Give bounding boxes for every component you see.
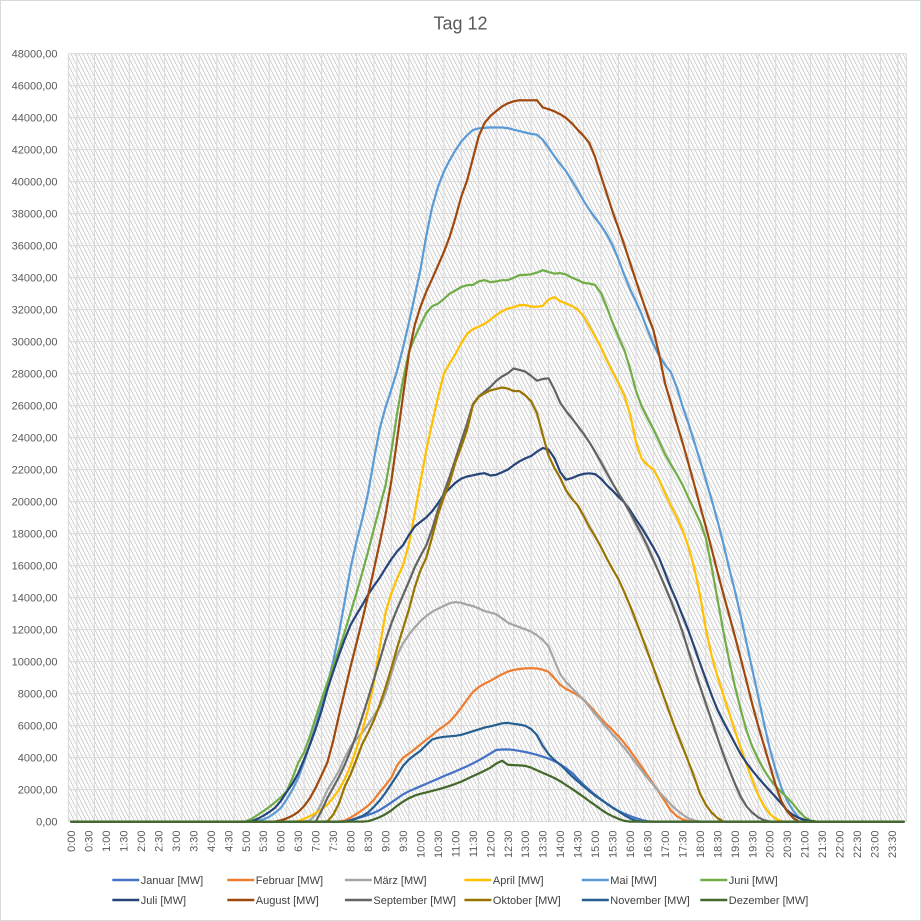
svg-text:6:30: 6:30 xyxy=(293,831,305,852)
svg-text:3:00: 3:00 xyxy=(171,831,183,852)
svg-text:21:00: 21:00 xyxy=(800,831,812,859)
svg-text:22:00: 22:00 xyxy=(835,831,847,859)
svg-text:22:30: 22:30 xyxy=(852,831,864,859)
svg-text:13:30: 13:30 xyxy=(538,831,550,859)
svg-text:10000,00: 10000,00 xyxy=(12,657,58,669)
svg-text:8:30: 8:30 xyxy=(363,831,375,852)
svg-text:14:00: 14:00 xyxy=(555,831,567,859)
svg-text:20:00: 20:00 xyxy=(765,831,777,859)
svg-text:21:30: 21:30 xyxy=(817,831,829,859)
svg-text:12:00: 12:00 xyxy=(485,831,497,859)
svg-text:Januar [MW]: Januar [MW] xyxy=(141,875,203,887)
svg-text:20000,00: 20000,00 xyxy=(12,497,58,509)
svg-text:18:00: 18:00 xyxy=(695,831,707,859)
svg-text:8:00: 8:00 xyxy=(346,831,358,852)
svg-text:11:30: 11:30 xyxy=(468,831,480,858)
svg-text:46000,00: 46000,00 xyxy=(12,81,58,93)
svg-text:8000,00: 8000,00 xyxy=(18,689,58,701)
svg-text:15:00: 15:00 xyxy=(590,831,602,859)
svg-text:16000,00: 16000,00 xyxy=(12,561,58,573)
svg-text:23:00: 23:00 xyxy=(870,831,882,859)
svg-text:18:30: 18:30 xyxy=(712,831,724,859)
svg-text:19:30: 19:30 xyxy=(747,831,759,859)
svg-text:1:30: 1:30 xyxy=(119,831,131,852)
svg-text:10:00: 10:00 xyxy=(415,831,427,859)
svg-text:Mai [MW]: Mai [MW] xyxy=(610,875,656,887)
svg-text:12:30: 12:30 xyxy=(503,831,515,859)
svg-text:9:30: 9:30 xyxy=(398,831,410,852)
svg-text:30000,00: 30000,00 xyxy=(12,337,58,349)
svg-text:26000,00: 26000,00 xyxy=(12,401,58,413)
svg-text:7:00: 7:00 xyxy=(311,831,323,852)
svg-text:34000,00: 34000,00 xyxy=(12,273,58,285)
svg-text:August [MW]: August [MW] xyxy=(256,895,319,907)
svg-text:2:30: 2:30 xyxy=(153,831,165,852)
svg-text:15:30: 15:30 xyxy=(608,831,620,859)
svg-text:6000,00: 6000,00 xyxy=(18,721,58,733)
svg-text:1:00: 1:00 xyxy=(101,831,113,852)
svg-text:4:00: 4:00 xyxy=(206,831,218,852)
svg-text:7:30: 7:30 xyxy=(328,831,340,852)
svg-text:11:00: 11:00 xyxy=(450,831,462,858)
svg-text:3:30: 3:30 xyxy=(188,831,200,852)
svg-text:48000,00: 48000,00 xyxy=(12,49,58,61)
svg-text:6:00: 6:00 xyxy=(276,831,288,852)
svg-text:4000,00: 4000,00 xyxy=(18,753,58,765)
svg-text:4:30: 4:30 xyxy=(223,831,235,852)
svg-text:April [MW]: April [MW] xyxy=(493,875,544,887)
svg-text:16:00: 16:00 xyxy=(625,831,637,859)
svg-text:10:30: 10:30 xyxy=(433,831,445,859)
svg-text:0:00: 0:00 xyxy=(66,831,78,852)
svg-text:16:30: 16:30 xyxy=(643,831,655,859)
svg-text:September [MW]: September [MW] xyxy=(373,895,456,907)
svg-text:Oktober [MW]: Oktober [MW] xyxy=(493,895,561,907)
svg-text:November [MW]: November [MW] xyxy=(610,895,689,907)
svg-text:5:30: 5:30 xyxy=(258,831,270,852)
svg-text:40000,00: 40000,00 xyxy=(12,177,58,189)
svg-text:5:00: 5:00 xyxy=(241,831,253,852)
svg-text:Februar [MW]: Februar [MW] xyxy=(256,875,323,887)
svg-text:0,00: 0,00 xyxy=(36,817,57,829)
svg-text:19:00: 19:00 xyxy=(730,831,742,859)
svg-text:22000,00: 22000,00 xyxy=(12,465,58,477)
svg-text:32000,00: 32000,00 xyxy=(12,305,58,317)
svg-text:13:00: 13:00 xyxy=(520,831,532,859)
svg-text:Dezember [MW]: Dezember [MW] xyxy=(729,895,808,907)
svg-text:38000,00: 38000,00 xyxy=(12,209,58,221)
svg-text:23:30: 23:30 xyxy=(887,831,899,859)
svg-text:9:00: 9:00 xyxy=(381,831,393,852)
svg-text:Juli [MW]: Juli [MW] xyxy=(141,895,186,907)
svg-text:0:30: 0:30 xyxy=(84,831,96,852)
svg-text:18000,00: 18000,00 xyxy=(12,529,58,541)
svg-text:März [MW]: März [MW] xyxy=(373,875,426,887)
svg-text:2000,00: 2000,00 xyxy=(18,785,58,797)
svg-text:20:30: 20:30 xyxy=(782,831,794,859)
svg-text:12000,00: 12000,00 xyxy=(12,625,58,637)
svg-text:36000,00: 36000,00 xyxy=(12,241,58,253)
svg-text:42000,00: 42000,00 xyxy=(12,145,58,157)
svg-text:17:30: 17:30 xyxy=(677,831,689,859)
svg-text:14:30: 14:30 xyxy=(573,831,585,859)
svg-text:17:00: 17:00 xyxy=(660,831,672,859)
svg-text:2:00: 2:00 xyxy=(136,831,148,852)
svg-text:44000,00: 44000,00 xyxy=(12,113,58,125)
svg-text:14000,00: 14000,00 xyxy=(12,593,58,605)
svg-text:Juni [MW]: Juni [MW] xyxy=(729,875,778,887)
svg-text:Tag 12: Tag 12 xyxy=(433,14,487,34)
svg-text:24000,00: 24000,00 xyxy=(12,433,58,445)
svg-text:28000,00: 28000,00 xyxy=(12,369,58,381)
